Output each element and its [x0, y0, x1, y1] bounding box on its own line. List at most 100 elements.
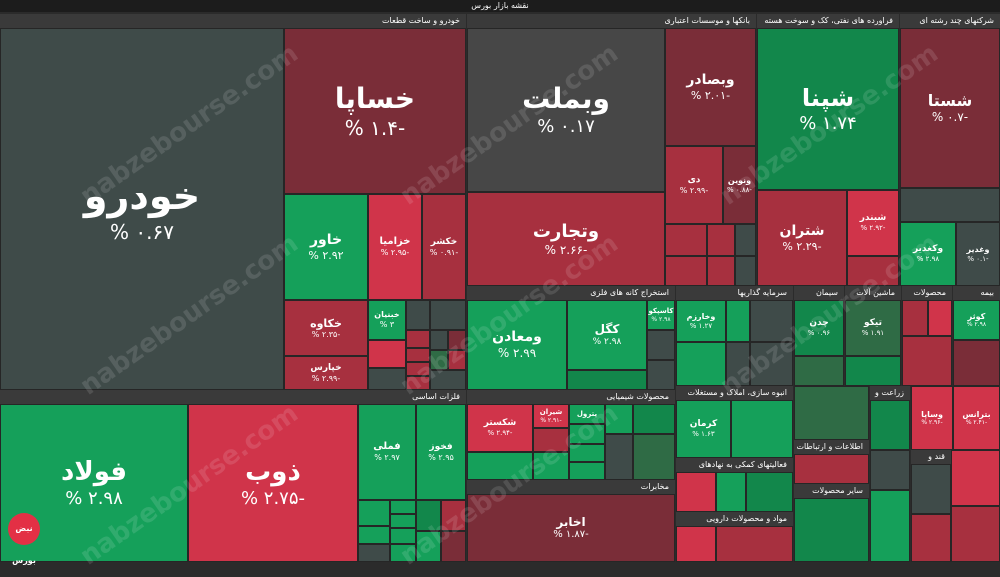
tile-small[interactable] [647, 360, 675, 390]
tile-small[interactable] [416, 531, 441, 562]
tile-small[interactable] [665, 256, 707, 286]
tile-small[interactable] [441, 500, 466, 531]
tile-khasapa[interactable]: خساپا % ۱.۴- [284, 28, 466, 194]
tile-small[interactable] [750, 342, 793, 386]
tile-shiran[interactable]: شیران % ۲.۹۱- [533, 404, 569, 428]
sector-oil-header[interactable]: فراورده های نفتی، کک و سوخت هسته [757, 14, 899, 28]
tile-small[interactable] [676, 526, 716, 562]
tile-small[interactable] [794, 498, 869, 562]
tile-small[interactable] [716, 472, 746, 512]
tile-small[interactable] [533, 452, 569, 480]
sector-invest-header[interactable]: سرمایه گذاریها [676, 286, 793, 300]
tile-small[interactable] [406, 300, 430, 330]
tile-vabmellat[interactable]: وبملت % ۰.۱۷ [467, 28, 665, 192]
sector-it-header[interactable]: اطلاعات و ارتباطات [794, 440, 869, 454]
sector-building-header[interactable]: انبوه سازی، املاک و مستغلات [676, 386, 793, 400]
tile-chadan[interactable]: چدن % ۰.۹۶ [794, 300, 844, 356]
tile-small[interactable] [430, 350, 448, 370]
tile-small[interactable] [430, 330, 448, 350]
tile-small[interactable] [870, 490, 910, 562]
sector-auto-header[interactable]: خودرو و ساخت قطعات [0, 14, 466, 28]
tile-small[interactable] [911, 514, 951, 562]
tile-small[interactable] [676, 342, 726, 386]
tile-small[interactable] [358, 500, 390, 526]
tile-small[interactable] [794, 356, 844, 386]
tile-small[interactable] [735, 256, 756, 286]
tile-kowsar[interactable]: کوثر % ۲.۹۸ [953, 300, 1000, 340]
tile-small[interactable] [569, 462, 605, 480]
tile-shepna[interactable]: شپنا % ۱.۷۴ [757, 28, 899, 190]
tile-small[interactable] [448, 350, 466, 370]
tile-small[interactable] [951, 506, 1000, 562]
tile-small[interactable] [746, 472, 793, 512]
sector-multi-header[interactable]: شرکتهای چند رشته ای [900, 14, 1000, 28]
tile-shekastar[interactable]: شکستر % ۲.۹۴- [467, 404, 533, 452]
tile-small[interactable] [416, 500, 441, 531]
tile-small[interactable] [430, 300, 466, 330]
tile-small[interactable] [467, 452, 533, 480]
tile-small[interactable] [441, 531, 466, 562]
tile-small[interactable] [902, 300, 928, 336]
tile-small[interactable] [707, 224, 735, 256]
tile-small[interactable] [731, 400, 793, 458]
tile-petrol[interactable]: پترول [569, 404, 605, 424]
tile-small[interactable] [707, 256, 735, 286]
tile-small[interactable] [567, 370, 647, 390]
tile-vasapa[interactable]: وساپا % ۲.۹۶- [911, 386, 953, 450]
tile-small[interactable] [448, 330, 466, 350]
tile-small[interactable] [569, 424, 605, 444]
tile-small[interactable] [726, 300, 750, 342]
tile-vaghadir[interactable]: وغدیر % ۰.۱- [956, 222, 1000, 286]
sector-metals-header[interactable]: فلزات اساسی [0, 390, 466, 404]
tile-kerman[interactable]: کرمان % ۱.۶۳ [676, 400, 731, 458]
tile-small[interactable] [726, 342, 750, 386]
tile-small[interactable] [368, 340, 406, 368]
tile-vamaaden[interactable]: ومعادن % ۲.۹۹ [467, 300, 567, 390]
tile-small[interactable] [953, 340, 1000, 386]
sector-machine-header[interactable]: ماشین آلات [845, 286, 901, 300]
tile-khiaras[interactable]: خپارس % ۲.۹۹- [284, 356, 368, 390]
tile-small[interactable] [605, 404, 633, 434]
tile-small[interactable] [406, 330, 430, 348]
tile-small[interactable] [406, 376, 430, 390]
tile-small[interactable] [430, 370, 466, 390]
sector-chem-header[interactable]: محصولات شیمیایی [467, 390, 675, 404]
sector-other-products-header[interactable]: سایر محصولات [794, 484, 869, 498]
tile-vakhadir[interactable]: وکغدیر % ۲.۹۸ [900, 222, 956, 286]
tile-khaktor[interactable]: خکشر % ۰.۹۱- [422, 194, 466, 300]
tile-small[interactable] [951, 450, 1000, 506]
tile-shasta[interactable]: شستا % ۰.۷- [900, 28, 1000, 188]
tile-small[interactable] [750, 300, 793, 342]
tile-khodro[interactable]: خودرو % ۰.۶۷ [0, 28, 284, 390]
tile-small[interactable] [390, 544, 416, 562]
tile-small[interactable] [358, 544, 390, 562]
tile-small[interactable] [847, 256, 899, 286]
tile-small[interactable] [665, 224, 707, 256]
tile-khakave[interactable]: خکاوه % ۲.۳۵- [284, 300, 368, 356]
tile-small[interactable] [716, 526, 793, 562]
tile-zob[interactable]: ذوب % ۲.۷۵- [188, 404, 358, 562]
tile-khazamia[interactable]: خزامیا % ۲.۹۵- [368, 194, 422, 300]
tile-khanian[interactable]: خبنیان % ۳ [368, 300, 406, 340]
sector-finance-header[interactable]: فعالیتهای کمکی به نهادهای [676, 458, 793, 472]
tile-small[interactable] [406, 348, 430, 362]
tile-small[interactable] [390, 528, 416, 544]
tile-small[interactable] [870, 400, 910, 450]
tile-small[interactable] [676, 472, 716, 512]
tile-small[interactable] [633, 404, 675, 434]
tile-small[interactable] [902, 336, 952, 386]
sector-insurance-header[interactable]: بیمه [953, 286, 1000, 300]
tile-kegol[interactable]: کگل % ۲.۹۸ [567, 300, 647, 370]
sector-telecom-header[interactable]: مخابرات [467, 480, 675, 494]
tile-small[interactable] [633, 434, 675, 480]
tile-small[interactable] [928, 300, 952, 336]
sector-sugar-header[interactable]: قند و [911, 450, 951, 464]
tile-small[interactable] [358, 526, 390, 544]
tile-small[interactable] [605, 434, 633, 480]
tile-small[interactable] [911, 464, 951, 514]
tile-day[interactable]: دی % ۲.۹۹- [665, 146, 723, 224]
sector-mining-header[interactable]: استخراج کانه های فلزی [467, 286, 675, 300]
tile-small[interactable] [870, 450, 910, 490]
tile-shabandar[interactable]: شبندر % ۲.۹۲- [847, 190, 899, 256]
tile-small[interactable] [368, 368, 406, 390]
